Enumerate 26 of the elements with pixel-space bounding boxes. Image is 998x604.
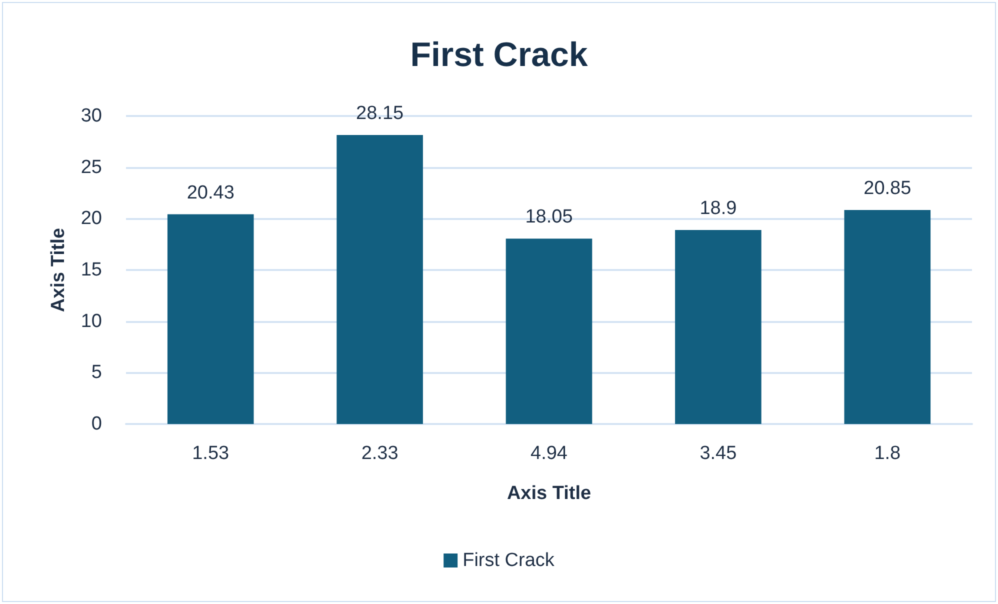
bar xyxy=(675,230,762,424)
bar xyxy=(167,214,254,424)
chart-title: First Crack xyxy=(410,36,588,74)
y-tick-label: 5 xyxy=(91,362,102,384)
y-tick-label: 10 xyxy=(80,310,102,332)
bar xyxy=(506,238,592,424)
data-label: 28.15 xyxy=(356,102,404,124)
y-tick-label: 30 xyxy=(80,106,102,126)
y-tick-label: 15 xyxy=(80,260,102,280)
data-label: 18.05 xyxy=(525,206,573,228)
y-tick-label: 20 xyxy=(80,208,102,230)
x-tick-label: 1.53 xyxy=(192,443,230,464)
data-label: 20.43 xyxy=(186,182,234,204)
bar xyxy=(336,134,423,424)
data-label: 20.85 xyxy=(864,178,912,199)
x-tick-label: 1.8 xyxy=(874,443,901,464)
y-axis-title: Axis Title xyxy=(48,228,69,312)
y-tick-label: 0 xyxy=(91,414,102,434)
x-tick-label: 3.45 xyxy=(700,443,737,464)
data-label: 18.9 xyxy=(700,198,737,219)
x-tick-label: 2.33 xyxy=(361,443,398,464)
legend-label: First Crack xyxy=(462,550,555,571)
y-tick-label: 25 xyxy=(80,156,102,178)
x-tick-label: 4.94 xyxy=(530,443,568,464)
bar xyxy=(844,210,931,424)
x-axis-title: Axis Title xyxy=(506,483,592,504)
